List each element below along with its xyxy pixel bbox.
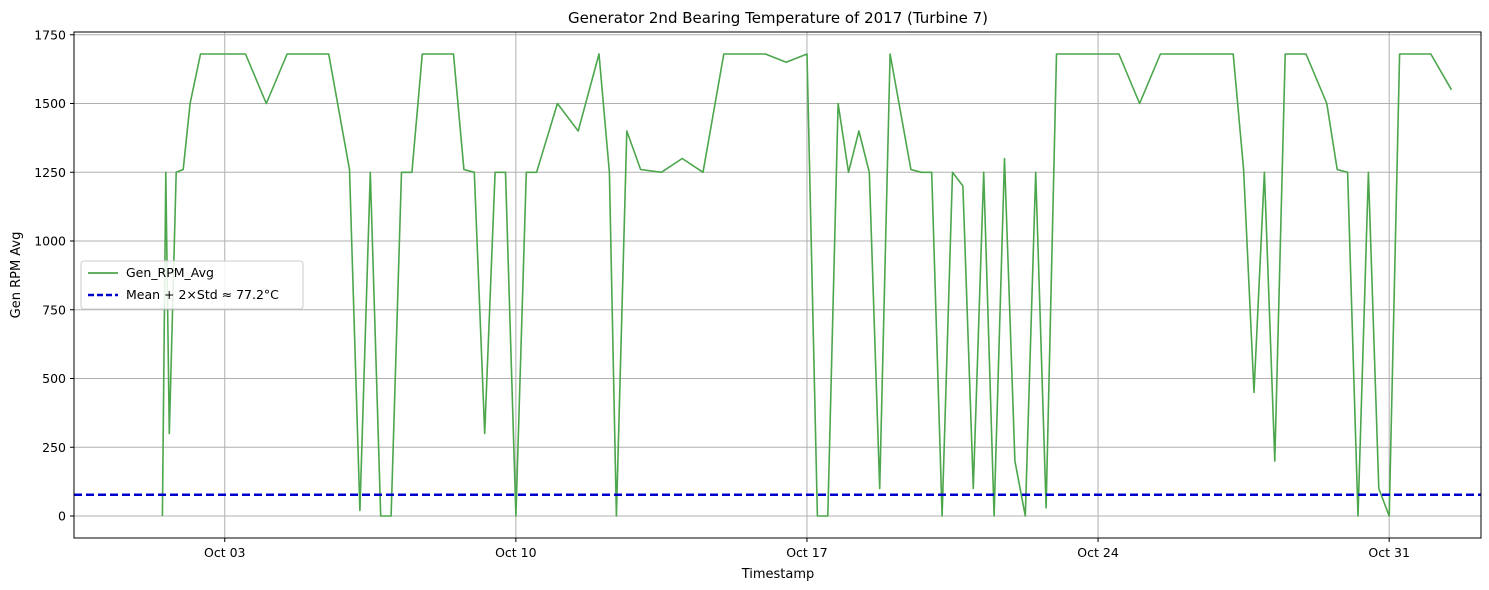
chart-title: Generator 2nd Bearing Temperature of 201…	[568, 9, 988, 27]
y-axis-label: Gen RPM Avg	[9, 232, 24, 319]
legend-label-threshold: Mean + 2×Std ≈ 77.2°C	[126, 287, 279, 302]
legend-label-gen-rpm-avg: Gen_RPM_Avg	[126, 265, 214, 280]
x-tick-label: Oct 31	[1368, 545, 1410, 560]
plot-frame	[73, 31, 1482, 539]
y-tick-label: 0	[58, 509, 66, 524]
plot-area	[74, 53, 1481, 517]
x-axis-ticks: Oct 03 Oct 10 Oct 17 Oct 24 Oct 31	[204, 538, 1410, 560]
x-tick-label: Oct 10	[495, 545, 537, 560]
y-tick-label: 500	[42, 371, 66, 386]
y-axis-ticks: 0 250 500 750 1000 1250 1500 1750	[34, 27, 74, 524]
y-tick-label: 750	[42, 302, 66, 317]
y-tick-label: 1000	[34, 234, 66, 249]
legend: Gen_RPM_Avg Mean + 2×Std ≈ 77.2°C	[80, 260, 304, 310]
y-tick-label: 250	[42, 440, 66, 455]
x-axis-label: Timestamp	[741, 567, 815, 582]
series-line-gen-rpm-avg	[161, 53, 1453, 517]
x-tick-label: Oct 24	[1077, 545, 1119, 560]
y-tick-label: 1250	[34, 165, 66, 180]
y-tick-label: 1750	[34, 27, 66, 42]
x-tick-label: Oct 17	[786, 545, 828, 560]
x-tick-label: Oct 03	[204, 545, 246, 560]
y-tick-label: 1500	[34, 96, 66, 111]
legend-box	[80, 260, 304, 310]
